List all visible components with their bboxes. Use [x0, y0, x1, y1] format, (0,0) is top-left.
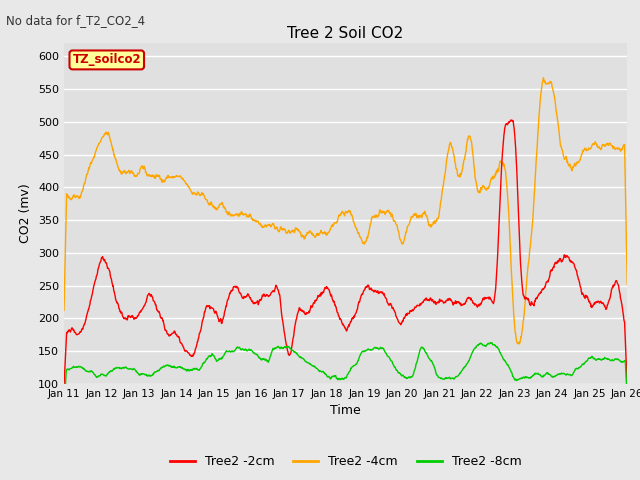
Text: TZ_soilco2: TZ_soilco2	[72, 53, 141, 66]
X-axis label: Time: Time	[330, 405, 361, 418]
Y-axis label: CO2 (mv): CO2 (mv)	[19, 184, 33, 243]
Title: Tree 2 Soil CO2: Tree 2 Soil CO2	[287, 25, 404, 41]
Text: No data for f_T2_CO2_4: No data for f_T2_CO2_4	[6, 14, 145, 27]
Legend: Tree2 -2cm, Tree2 -4cm, Tree2 -8cm: Tree2 -2cm, Tree2 -4cm, Tree2 -8cm	[165, 450, 526, 473]
